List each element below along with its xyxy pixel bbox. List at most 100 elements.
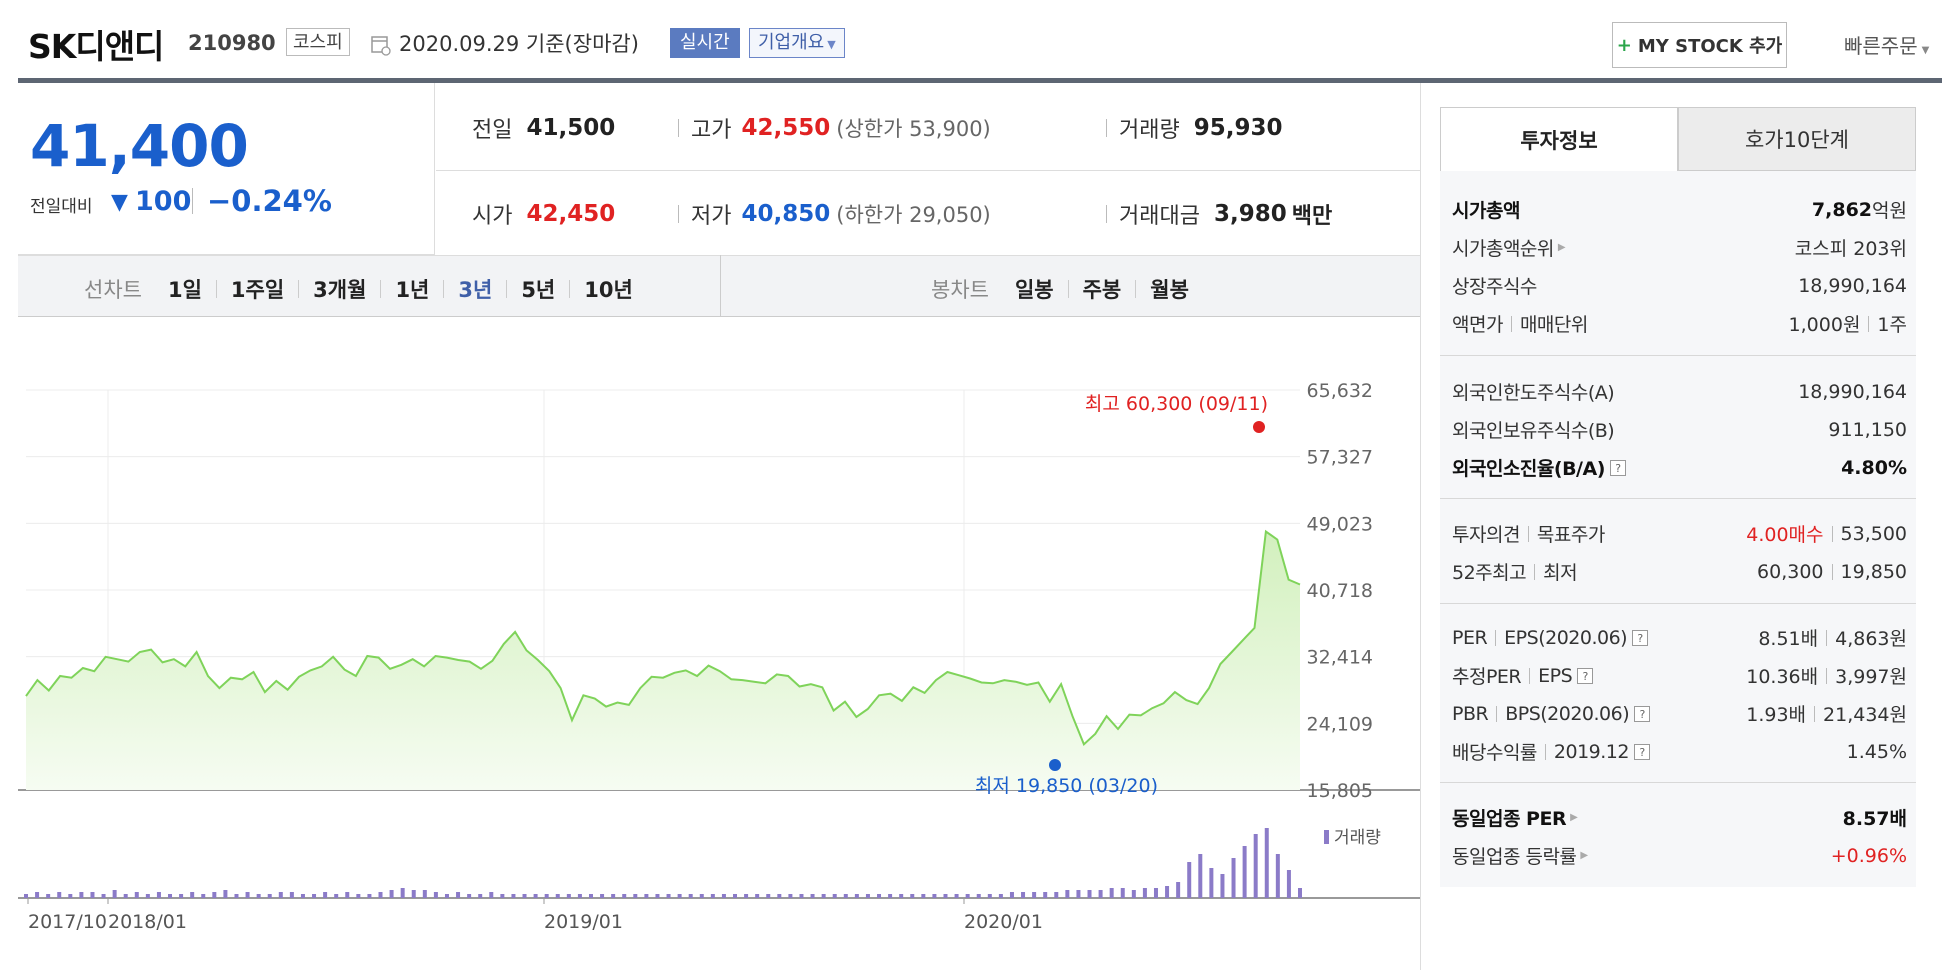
volume-bar [378, 892, 383, 898]
volume-bar [910, 894, 915, 898]
volume-bar [156, 892, 161, 898]
tab-order-book[interactable]: 호가10단계 [1678, 107, 1916, 171]
volume-bar [699, 894, 704, 898]
tab-weekly[interactable]: 주봉 [1082, 278, 1122, 302]
help-icon[interactable]: ? [1634, 705, 1651, 722]
stock-name: SK디앤디 [28, 27, 164, 66]
volume-bar [367, 894, 372, 898]
info-value: 8.57배 [1842, 808, 1907, 830]
company-overview-dropdown[interactable]: 기업개요 ▼ [749, 28, 845, 58]
tab-1d[interactable]: 1일 [167, 278, 202, 302]
volume-bar [733, 894, 738, 898]
add-my-stock-button[interactable]: + MY STOCK 추가 [1612, 22, 1787, 68]
quick-order-label: 빠른주문 [1844, 34, 1918, 58]
volume-bar [721, 894, 726, 898]
info-label: 동일업종 PER [1452, 808, 1567, 830]
help-icon[interactable]: ? [1609, 459, 1626, 476]
volume-bar [766, 894, 771, 898]
tab-daily[interactable]: 일봉 [1014, 278, 1054, 302]
info-label: 액면가 [1452, 314, 1503, 336]
chart-labels: 65,632 57,327 49,023 40,718 32,414 24,109 15,8… [28, 380, 1381, 933]
info-label: 동일업종 등락률 [1452, 846, 1577, 868]
line-chart-tabs: 선차트 1일 1주일 3개월 1년 3년 5년 10년 [84, 274, 633, 304]
tab-5y[interactable]: 5년 [521, 278, 556, 302]
volume-bar [600, 894, 605, 898]
volume-bar [677, 894, 682, 898]
help-icon[interactable]: ? [1633, 743, 1650, 760]
tab-3y[interactable]: 3년 [458, 278, 493, 302]
max-annotation: 최고 60,300 (09/11) [1085, 393, 1268, 415]
volume-bar [456, 892, 461, 898]
info-label: 최저 [1543, 562, 1578, 584]
volume-bar [300, 894, 305, 898]
tab-1w[interactable]: 1주일 [230, 278, 285, 302]
volume-bar [1054, 892, 1059, 898]
tab-3m[interactable]: 3개월 [313, 278, 367, 302]
volume-bar [932, 894, 937, 898]
volume-bar [622, 894, 627, 898]
volume-bar [821, 894, 826, 898]
info-cap-rank: 시가총액순위 ▶ 코스피 203위 [1452, 234, 1907, 261]
volume-bar [1142, 888, 1147, 898]
volume-bar [234, 894, 239, 898]
volume-bar [954, 894, 959, 898]
info-per: PER EPS(2020.06)? 8.51배 4,863원 [1452, 624, 1907, 651]
x-tick-label: 2018/01 [108, 911, 187, 933]
volume-bar [1032, 892, 1037, 898]
stat-unit: 백만 [1291, 204, 1333, 229]
info-industry-rate: 동일업종 등락률 ▶ +0.96% [1452, 842, 1907, 869]
candle-chart-tabs: 봉차트 일봉 주봉 월봉 [931, 274, 1189, 304]
tab-monthly[interactable]: 월봉 [1150, 278, 1189, 302]
volume-bars [24, 828, 1302, 898]
info-value: 4.00매수 [1746, 524, 1824, 546]
info-label: 추정PER [1452, 666, 1522, 688]
stat-value: 40,850 [741, 201, 831, 227]
tab-invest-info[interactable]: 투자정보 [1440, 107, 1678, 171]
info-label: 외국인한도주식수(A) [1452, 382, 1615, 404]
stat-label: 거래량 [1119, 118, 1180, 143]
volume-bar [865, 894, 870, 898]
volume-bar [223, 890, 228, 898]
stat-label: 거래대금 [1119, 204, 1200, 229]
help-icon[interactable]: ? [1632, 629, 1649, 646]
info-value: 10.36배 [1746, 666, 1819, 688]
compare-label: 전일대비 [30, 197, 93, 217]
add-my-stock-label: MY STOCK 추가 [1637, 36, 1783, 57]
tab-10y[interactable]: 10년 [584, 278, 633, 302]
volume-bar [577, 894, 582, 898]
volume-bar [832, 894, 837, 898]
info-value: 19,850 [1840, 560, 1907, 583]
volume-bar [345, 892, 350, 898]
volume-bar [24, 894, 28, 898]
quick-order-link[interactable]: 빠른주문 ▼ [1844, 30, 1929, 59]
info-value: 4,863원 [1835, 628, 1907, 650]
volume-bar [289, 892, 294, 898]
calendar-icon [371, 36, 391, 56]
separator [192, 188, 193, 214]
volume-bar [1275, 854, 1280, 898]
stat-high: 고가 42,550 (상한가 53,900) [678, 112, 991, 144]
y-tick-label: 65,632 [1307, 380, 1373, 402]
stat-open: 시가 42,450 [472, 198, 615, 230]
volume-bar [1187, 862, 1192, 898]
info-value: 1.93배 [1746, 704, 1807, 726]
price-area-fill [26, 531, 1300, 790]
volume-bar [843, 894, 848, 898]
tab-1y[interactable]: 1년 [395, 278, 430, 302]
volume-bar [1109, 888, 1114, 898]
help-icon[interactable]: ? [1577, 667, 1594, 684]
stat-value: 95,930 [1193, 115, 1283, 141]
volume-bar [987, 894, 992, 898]
info-pbr: PBR BPS(2020.06)? 1.93배 21,434원 [1452, 700, 1907, 727]
volume-bar [854, 894, 859, 898]
info-opinion: 투자의견 목표주가 4.00매수 53,500 [1452, 520, 1907, 547]
stock-code: 210980 [188, 31, 276, 55]
chart-tabbar [18, 255, 1420, 317]
stat-low: 저가 40,850 (하한가 29,050) [678, 198, 991, 230]
realtime-button[interactable]: 실시간 [670, 28, 740, 58]
info-value: 911,150 [1828, 418, 1907, 441]
volume-bar [965, 894, 970, 898]
volume-bar [1153, 888, 1158, 898]
volume-bar [190, 892, 195, 898]
info-value: 코스피 203위 [1794, 238, 1907, 260]
